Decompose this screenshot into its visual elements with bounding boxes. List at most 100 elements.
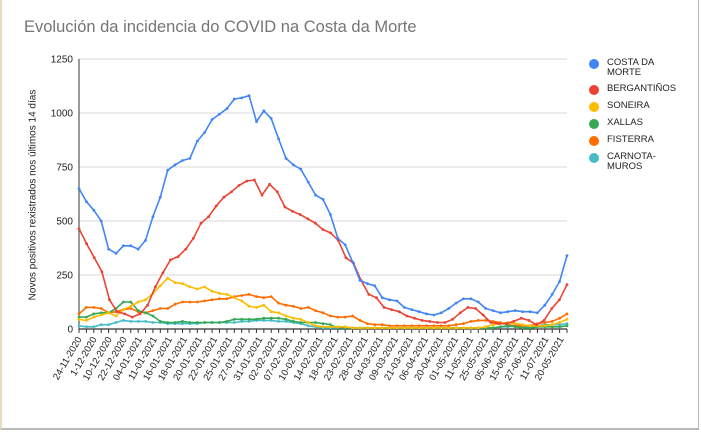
data-point[interactable]: [136, 300, 140, 304]
data-point[interactable]: [225, 293, 229, 296]
data-point[interactable]: [92, 312, 96, 316]
data-point[interactable]: [151, 309, 155, 312]
data-point[interactable]: [240, 96, 244, 100]
data-point[interactable]: [351, 260, 354, 264]
data-point[interactable]: [367, 293, 371, 296]
data-point[interactable]: [466, 306, 470, 309]
data-point[interactable]: [491, 309, 495, 312]
data-point[interactable]: [92, 256, 96, 260]
data-point[interactable]: [99, 311, 103, 315]
data-point[interactable]: [203, 299, 207, 303]
data-point[interactable]: [253, 178, 256, 182]
data-point[interactable]: [521, 310, 524, 314]
data-point[interactable]: [192, 236, 195, 240]
legend-item-fisterra[interactable]: FISTERRA: [589, 135, 699, 146]
data-point[interactable]: [203, 321, 207, 324]
data-point[interactable]: [388, 326, 391, 330]
data-point[interactable]: [299, 167, 303, 171]
data-point[interactable]: [395, 299, 399, 303]
data-point[interactable]: [181, 322, 184, 325]
data-point[interactable]: [447, 326, 451, 330]
data-point[interactable]: [129, 304, 133, 308]
data-point[interactable]: [129, 320, 133, 323]
data-point[interactable]: [476, 319, 480, 322]
data-point[interactable]: [181, 282, 184, 285]
data-point[interactable]: [136, 320, 140, 323]
data-point[interactable]: [262, 316, 266, 320]
data-point[interactable]: [565, 312, 569, 316]
data-point[interactable]: [528, 324, 532, 328]
data-point[interactable]: [169, 258, 172, 262]
data-point[interactable]: [218, 297, 221, 301]
data-point[interactable]: [77, 312, 81, 316]
data-point[interactable]: [432, 313, 436, 317]
data-point[interactable]: [277, 301, 280, 305]
data-point[interactable]: [550, 307, 554, 310]
data-point[interactable]: [565, 254, 569, 257]
data-point[interactable]: [240, 294, 244, 297]
data-point[interactable]: [188, 285, 192, 289]
data-point[interactable]: [373, 284, 377, 288]
data-point[interactable]: [284, 314, 288, 318]
data-point[interactable]: [491, 323, 495, 327]
data-point[interactable]: [115, 310, 119, 314]
data-point[interactable]: [329, 323, 332, 327]
data-point[interactable]: [122, 244, 125, 248]
data-point[interactable]: [184, 247, 188, 251]
data-point[interactable]: [255, 317, 258, 321]
data-point[interactable]: [462, 297, 465, 301]
data-point[interactable]: [129, 300, 133, 304]
data-point[interactable]: [558, 321, 561, 324]
data-point[interactable]: [380, 326, 384, 330]
data-point[interactable]: [240, 320, 244, 323]
data-point[interactable]: [247, 317, 251, 321]
data-point[interactable]: [122, 319, 125, 322]
data-point[interactable]: [366, 326, 369, 330]
data-point[interactable]: [277, 316, 280, 320]
data-point[interactable]: [447, 324, 451, 328]
data-point[interactable]: [351, 314, 354, 318]
data-point[interactable]: [255, 295, 258, 298]
data-point[interactable]: [329, 314, 332, 318]
data-point[interactable]: [99, 313, 103, 317]
data-point[interactable]: [425, 326, 428, 330]
data-point[interactable]: [99, 323, 103, 327]
data-point[interactable]: [314, 193, 317, 197]
data-point[interactable]: [247, 94, 251, 98]
data-point[interactable]: [232, 97, 236, 101]
data-point[interactable]: [232, 321, 236, 324]
data-point[interactable]: [321, 322, 325, 325]
data-point[interactable]: [122, 300, 125, 304]
data-point[interactable]: [358, 319, 362, 322]
data-point[interactable]: [99, 219, 103, 223]
data-point[interactable]: [558, 280, 561, 283]
data-point[interactable]: [107, 247, 110, 251]
data-point[interactable]: [85, 325, 88, 329]
data-point[interactable]: [283, 205, 287, 209]
legend-item-costa-da-morte[interactable]: COSTA DA MORTE: [589, 58, 699, 78]
data-point[interactable]: [462, 322, 465, 325]
data-point[interactable]: [292, 163, 295, 167]
data-point[interactable]: [513, 325, 517, 329]
data-point[interactable]: [203, 285, 207, 289]
data-point[interactable]: [558, 323, 561, 327]
data-point[interactable]: [343, 315, 347, 319]
data-point[interactable]: [451, 317, 454, 321]
data-point[interactable]: [299, 317, 303, 321]
data-point[interactable]: [388, 298, 391, 302]
data-point[interactable]: [144, 311, 147, 315]
data-point[interactable]: [558, 325, 561, 329]
data-point[interactable]: [129, 307, 133, 310]
data-point[interactable]: [395, 324, 399, 328]
data-point[interactable]: [420, 319, 424, 322]
data-point[interactable]: [565, 322, 569, 325]
data-point[interactable]: [166, 168, 170, 172]
data-point[interactable]: [166, 276, 170, 280]
data-point[interactable]: [85, 200, 88, 204]
data-point[interactable]: [410, 326, 414, 330]
data-point[interactable]: [269, 295, 273, 298]
data-point[interactable]: [245, 179, 249, 183]
data-point[interactable]: [469, 320, 473, 323]
data-point[interactable]: [476, 326, 480, 330]
data-point[interactable]: [108, 298, 111, 302]
